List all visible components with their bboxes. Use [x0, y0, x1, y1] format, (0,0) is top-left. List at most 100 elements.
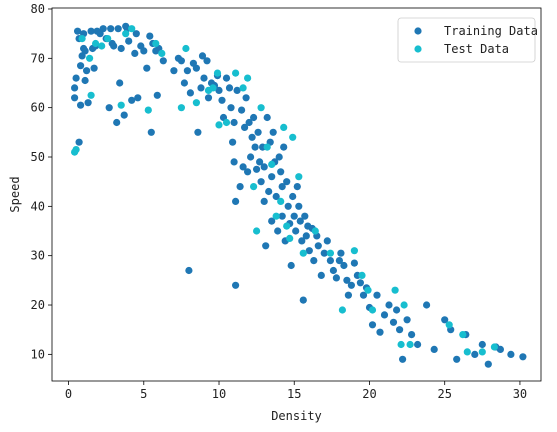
training-point	[329, 266, 337, 275]
training-point	[245, 118, 253, 127]
plot-frame	[51, 7, 542, 382]
training-point	[347, 281, 355, 289]
training-point	[71, 84, 79, 92]
training-point	[197, 84, 205, 92]
training-point	[278, 212, 286, 220]
test-point	[406, 340, 414, 349]
training-point	[192, 64, 200, 72]
training-point	[71, 94, 79, 102]
training-point	[373, 291, 381, 299]
training-point	[356, 279, 364, 287]
training-point	[198, 52, 207, 60]
training-point	[269, 128, 277, 136]
training-point	[298, 237, 306, 245]
training-point	[147, 128, 155, 136]
training-point	[218, 96, 226, 104]
training-point	[253, 165, 261, 173]
training-point	[332, 274, 340, 282]
training-point	[241, 123, 249, 131]
training-point	[423, 301, 431, 309]
training-point	[230, 158, 238, 166]
training-point	[170, 67, 178, 75]
training-point	[380, 311, 389, 319]
test-point	[239, 84, 247, 92]
y-tick-label: 60	[31, 101, 45, 115]
test-point	[182, 44, 190, 53]
training-point	[180, 79, 188, 87]
training-point	[229, 138, 237, 146]
test-point	[263, 143, 271, 151]
test-point	[104, 35, 112, 43]
training-point	[283, 178, 291, 186]
training-point	[215, 86, 223, 94]
training-point	[239, 163, 247, 171]
training-point	[227, 104, 235, 112]
y-tick-label: 10	[31, 347, 45, 361]
training-point	[471, 350, 479, 358]
test-point	[364, 286, 372, 294]
training-point	[185, 266, 193, 275]
legend-box	[397, 17, 536, 63]
training-point	[389, 318, 398, 326]
training-point	[143, 64, 151, 72]
test-point	[283, 222, 291, 230]
training-point	[114, 25, 122, 33]
training-point	[314, 242, 322, 250]
training-point	[77, 62, 85, 70]
training-point	[408, 331, 416, 339]
training-point	[203, 57, 211, 65]
y-tick-label: 30	[31, 249, 45, 263]
training-point	[323, 237, 331, 245]
test-point	[272, 212, 280, 220]
training-point	[105, 104, 113, 112]
training-point	[250, 113, 258, 122]
test-point	[213, 69, 222, 77]
test-point	[280, 123, 288, 131]
training-point	[232, 197, 240, 205]
training-point	[263, 113, 271, 122]
x-tick-label: 30	[513, 387, 527, 401]
legend: Training Data Test Data	[397, 17, 538, 63]
training-point	[268, 217, 276, 225]
test-point	[478, 348, 486, 356]
legend-entry-test: Test Data	[444, 42, 509, 56]
test-point	[326, 249, 334, 257]
training-point	[200, 74, 208, 82]
test-point	[253, 227, 261, 235]
training-point	[236, 183, 244, 191]
training-point	[385, 301, 393, 309]
ticks-layer: 0 5 10 15 20 25 30 10 20 30 40 50 60 70 80	[31, 2, 528, 401]
training-point	[507, 350, 515, 358]
y-tick-label: 80	[31, 2, 45, 16]
training-point	[430, 345, 438, 353]
training-point	[257, 178, 265, 186]
training-point	[280, 143, 288, 151]
training-point	[116, 79, 124, 87]
x-tick-label: 5	[140, 387, 147, 401]
training-point	[484, 360, 492, 368]
training-point	[403, 316, 411, 324]
training-point	[230, 118, 238, 127]
y-tick-label: 50	[31, 150, 45, 164]
training-point	[225, 84, 234, 92]
training-point	[242, 94, 250, 102]
training-point	[90, 64, 98, 72]
training-point	[131, 49, 139, 58]
y-tick-label: 20	[31, 298, 45, 312]
test-point	[72, 146, 80, 154]
training-point	[335, 257, 343, 265]
training-point	[260, 163, 268, 171]
training-point	[453, 355, 461, 363]
x-tick-label: 15	[287, 387, 301, 401]
x-tick-label: 20	[362, 387, 376, 401]
training-point	[305, 247, 313, 255]
training-point	[74, 27, 82, 35]
x-axis-label: Density	[271, 409, 322, 423]
training-point	[238, 106, 246, 114]
training-point	[277, 168, 285, 176]
training-point	[256, 158, 264, 166]
training-point	[99, 25, 107, 33]
training-point	[302, 232, 310, 240]
training-point	[393, 306, 401, 314]
